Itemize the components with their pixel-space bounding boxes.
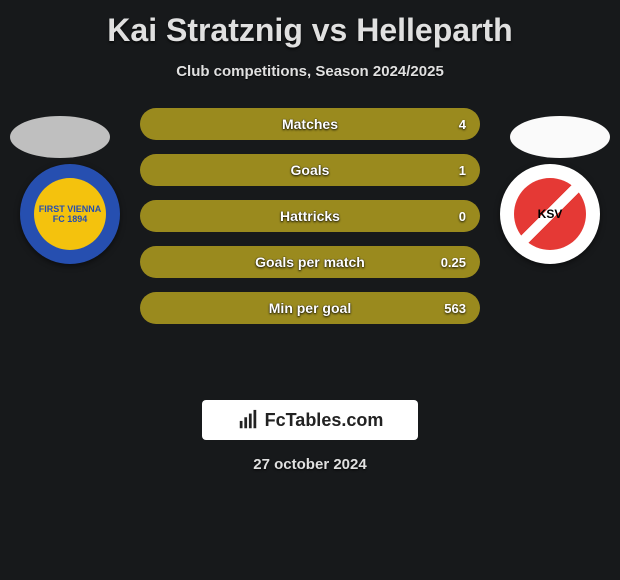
left-marker [10,116,110,158]
stat-row-value: 4 [459,117,466,132]
right-team-badge: KSV [500,164,600,264]
stat-row-value: 563 [444,301,466,316]
stat-rows: Matches 4 Goals 1 Hattricks 0 Goals per match 0… [140,108,480,338]
snapshot-date: 27 october 2024 [0,456,620,473]
stat-row-label: Min per goal [269,300,351,316]
comparison-title: Kai Stratznig vs Helleparth [0,0,620,49]
stat-row: Goals per match 0.25 [140,246,480,278]
left-team-badge-inner: FIRST VIENNA FC 1894 [34,178,106,250]
stat-row-label: Hattricks [280,208,340,224]
right-marker [510,116,610,158]
stat-row-value: 0 [459,209,466,224]
stat-row-label: Goals [291,162,330,178]
stat-row-value: 1 [459,163,466,178]
brand-text: FcTables.com [265,410,384,431]
stat-row: Hattricks 0 [140,200,480,232]
stat-row: Min per goal 563 [140,292,480,324]
stat-row: Matches 4 [140,108,480,140]
stat-row-label: Goals per match [255,254,365,270]
stat-row-label: Matches [282,116,338,132]
stat-row-value: 0.25 [441,255,466,270]
left-team-badge: FIRST VIENNA FC 1894 [20,164,120,264]
stat-row: Goals 1 [140,154,480,186]
brand-badge: FcTables.com [202,400,418,440]
comparison-stage: FIRST VIENNA FC 1894 KSV Matches 4 Goals 1 H… [0,108,620,388]
bar-chart-icon [237,409,259,431]
right-team-badge-inner: KSV [514,178,586,250]
comparison-subtitle: Club competitions, Season 2024/2025 [0,63,620,80]
